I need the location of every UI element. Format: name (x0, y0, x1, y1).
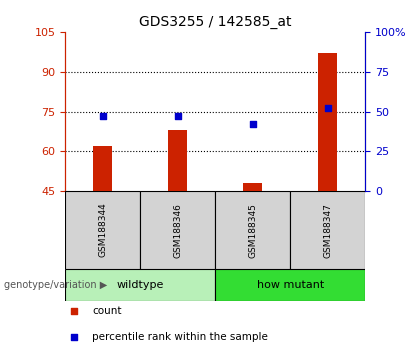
Title: GDS3255 / 142585_at: GDS3255 / 142585_at (139, 16, 291, 29)
Bar (215, 269, 365, 301)
Text: genotype/variation ▶: genotype/variation ▶ (4, 280, 108, 290)
Bar (140, 191, 215, 269)
Bar (318, 53, 337, 191)
Point (174, 113, 181, 119)
Text: how mutant: how mutant (257, 280, 324, 290)
Bar (168, 130, 187, 191)
Bar (93, 146, 112, 191)
Point (99, 113, 106, 119)
Point (249, 121, 256, 127)
Text: wildtype: wildtype (116, 280, 164, 290)
Bar (290, 191, 365, 269)
Text: count: count (92, 306, 122, 316)
Text: GSM188344: GSM188344 (98, 203, 107, 257)
Text: GSM188346: GSM188346 (173, 202, 182, 258)
Bar (65, 191, 140, 269)
Text: GSM188345: GSM188345 (248, 202, 257, 258)
Bar (65, 269, 215, 301)
Point (71, 334, 77, 339)
Bar (244, 183, 262, 191)
Bar (215, 191, 290, 269)
Point (71, 308, 77, 314)
Point (325, 105, 331, 111)
Text: GSM188347: GSM188347 (323, 202, 332, 258)
Text: percentile rank within the sample: percentile rank within the sample (92, 332, 268, 342)
